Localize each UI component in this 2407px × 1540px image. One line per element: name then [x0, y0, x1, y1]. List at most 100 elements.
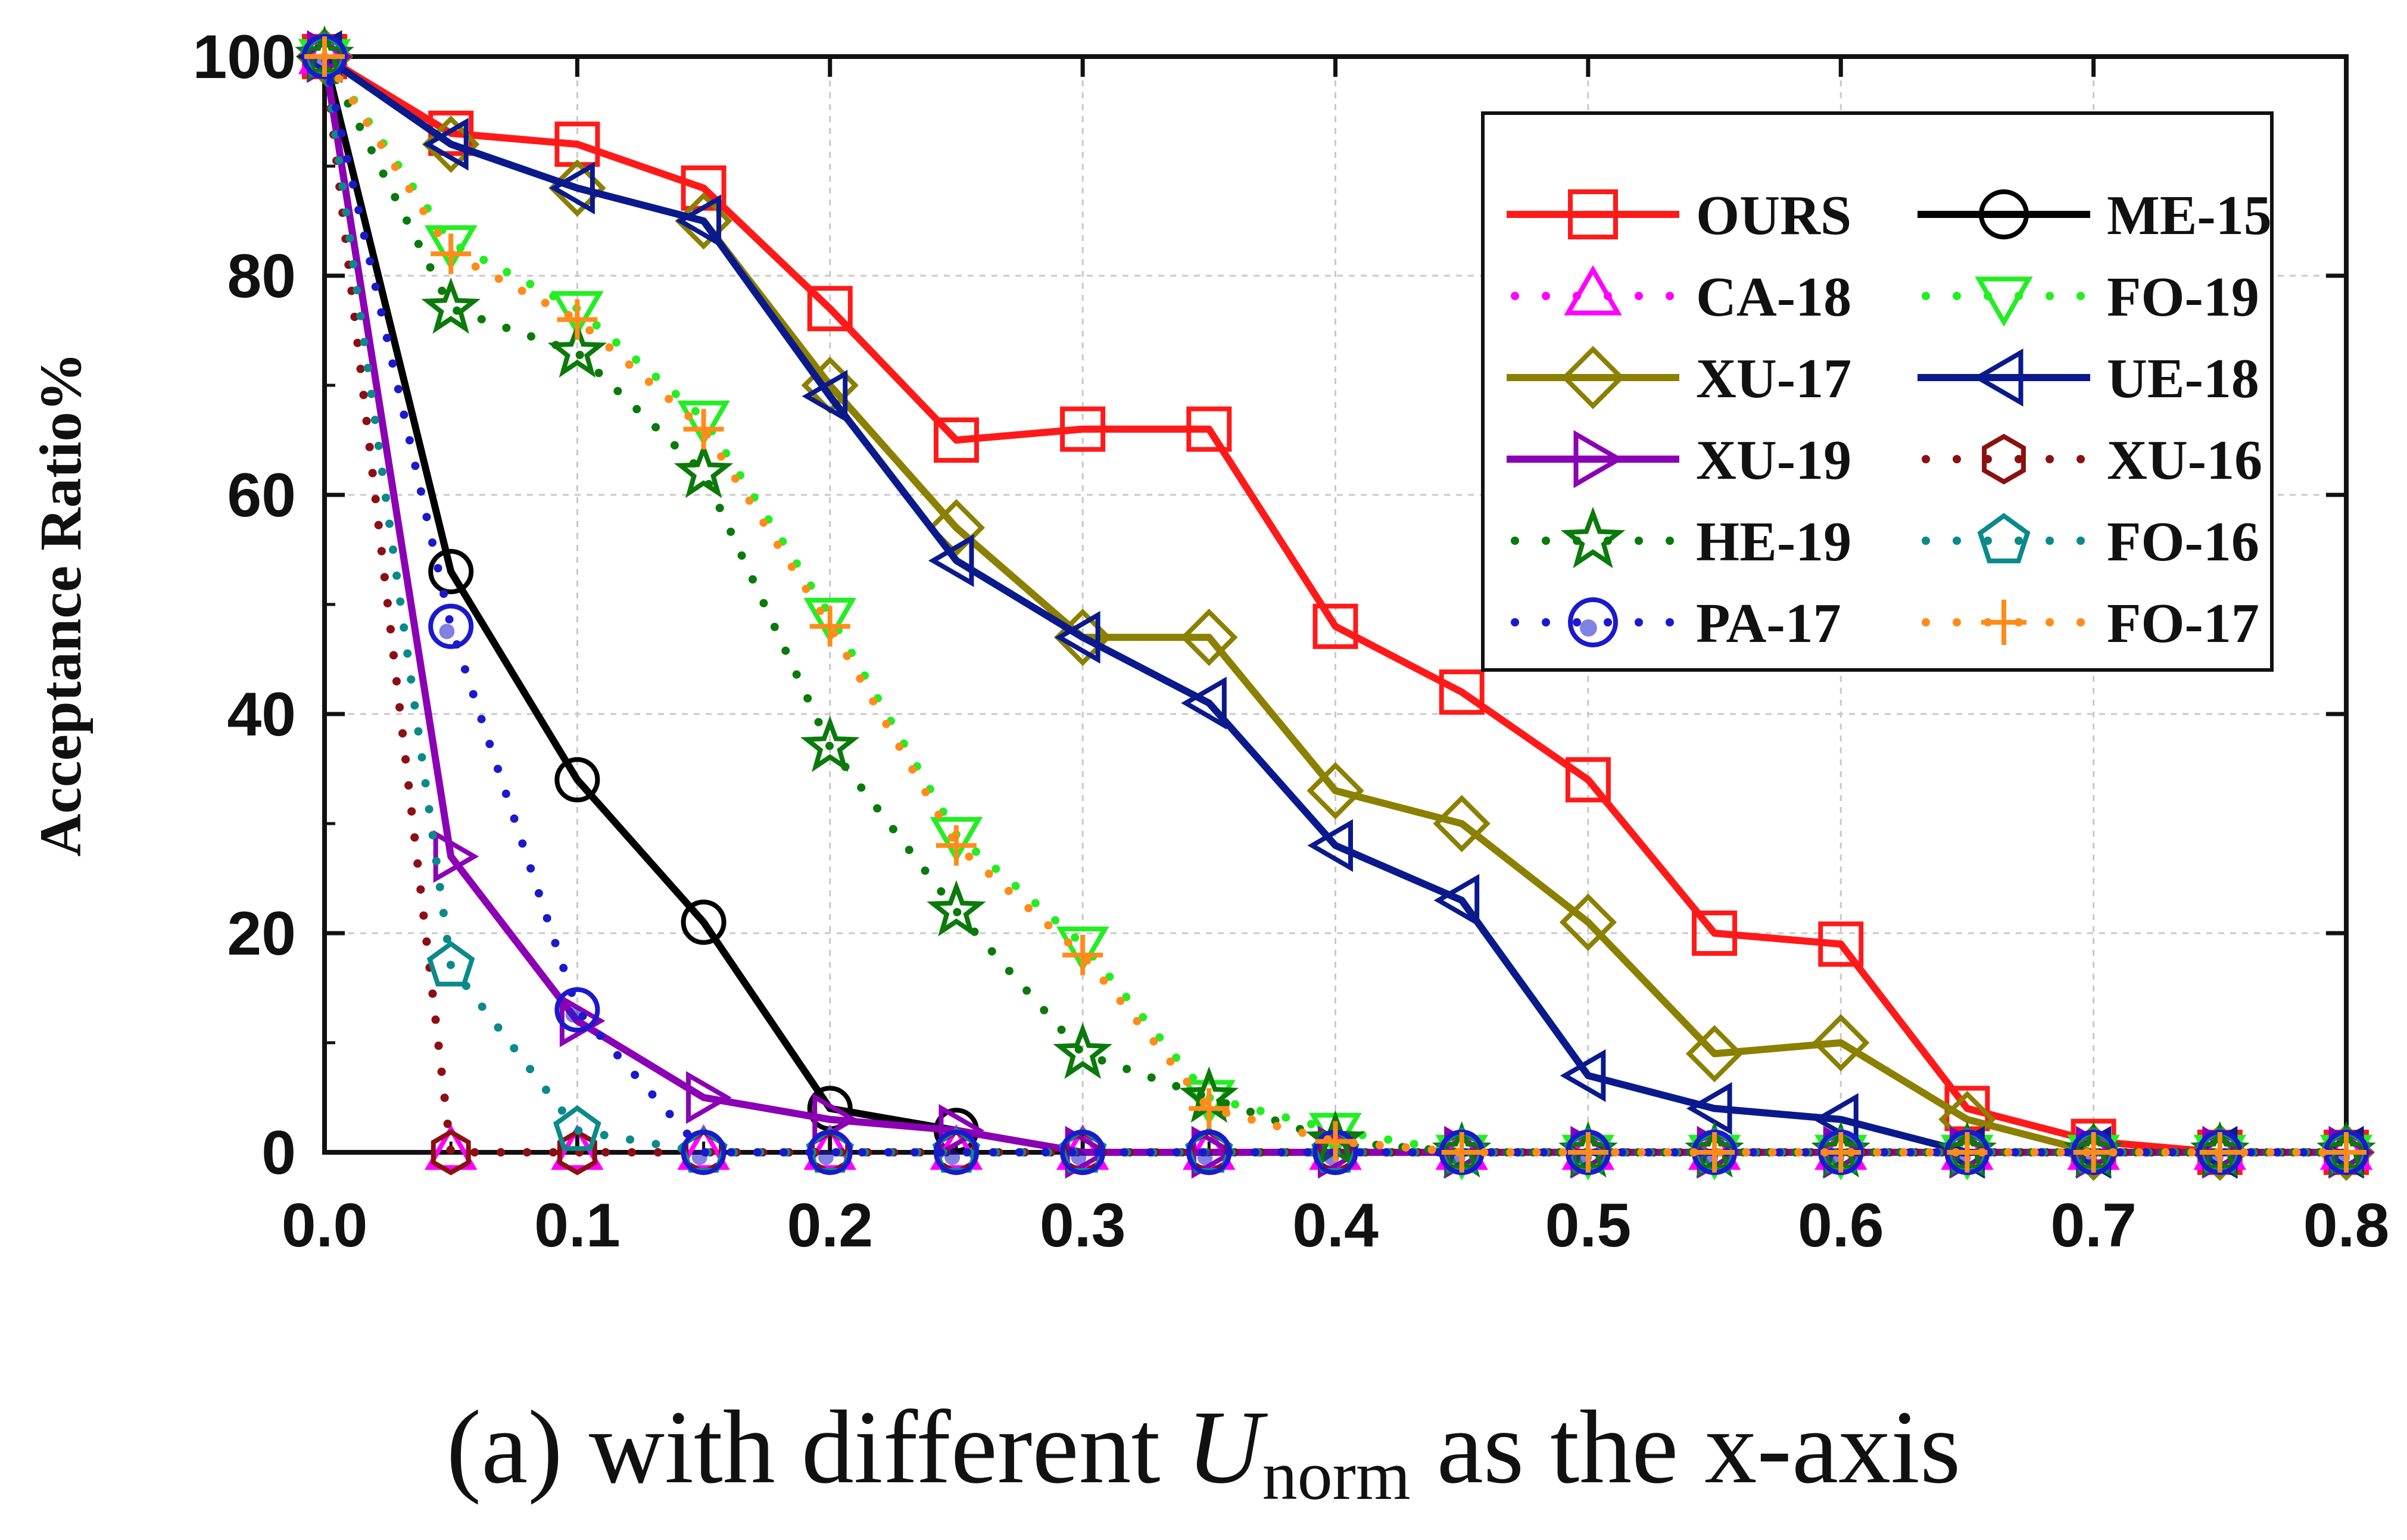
axes: 0.0 0.1 0.2 0.3 0.4 0.5 0.6 0.7 0.8 0 20 40 60 80 100 A… [27, 23, 2389, 1260]
point-ours [1439, 669, 1485, 715]
legend-marker-ue-18 [1973, 348, 2023, 407]
point-he-19 [927, 880, 986, 937]
point-he-19 [1053, 1022, 1112, 1079]
point-xu-17 [1559, 893, 1617, 951]
point-xu-17 [1812, 1014, 1870, 1072]
point-xu-17 [927, 499, 986, 557]
legend-label-fo-19: FO-19 [2107, 266, 2259, 328]
point-pa-17-fill [944, 1149, 961, 1165]
legend-marker-xu-16 [1982, 434, 2026, 485]
legend-label-me-15: ME-15 [2107, 185, 2272, 247]
legend-marker-fo-19 [1975, 276, 2033, 327]
legend-label-xu-16: XU-16 [2107, 429, 2262, 491]
point-he-19 [547, 321, 607, 378]
y-axis-title: Acceptance Ratio% [27, 353, 93, 857]
legend-label-xu-17: XU-17 [1696, 348, 1851, 410]
x-tick-label: 0.4 [1292, 1191, 1379, 1260]
point-ca-18 [424, 1124, 478, 1170]
legend-label-fo-16: FO-16 [2107, 511, 2259, 573]
legend-marker-pa-17-fill [1579, 619, 1597, 637]
point-pa-17-fill [818, 1149, 834, 1165]
point-ue-18 [802, 370, 848, 423]
point-pa-17-fill [1197, 1149, 1213, 1165]
point-ue-18 [1560, 1049, 1606, 1102]
point-pa-17 [554, 987, 600, 1033]
point-ca-18 [677, 1124, 730, 1170]
point-fo-19 [930, 816, 983, 863]
point-xu-17 [1180, 609, 1238, 666]
legend-item-xu-19: XU-19 [1507, 429, 1851, 491]
legend-item-pa-17: PA-17 [1511, 593, 1841, 654]
point-ours [1312, 603, 1358, 649]
legend-item-me-15: ME-15 [1918, 185, 2272, 247]
point-fo-19 [803, 597, 857, 644]
legend-marker-ours [1568, 189, 1618, 239]
x-tick-label: 0.0 [282, 1191, 368, 1260]
point-xu-19 [686, 1071, 732, 1124]
legend-item-fo-19: FO-19 [1922, 266, 2259, 328]
legend-label-pa-17: PA-17 [1696, 593, 1841, 654]
point-he-19 [674, 441, 734, 498]
legend-label-ours: OURS [1696, 185, 1851, 247]
point-ours [1692, 911, 1738, 956]
legend-item-he-19: HE-19 [1511, 506, 1851, 573]
series-line-fo-17 [320, 52, 2350, 1156]
legend-item-ca-18: CA-18 [1511, 265, 1851, 328]
point-pa-17-fill [1071, 1149, 1087, 1165]
legend: OURS ME-15 CA-18 FO-19 XU-17 UE-18 XU-19 XU-16 H… [1481, 111, 2274, 672]
point-fo-19 [677, 400, 730, 447]
caption-prefix: (a) with different [446, 1389, 1187, 1505]
legend-item-fo-16: FO-16 [1922, 511, 2259, 573]
point-me-15 [428, 548, 474, 594]
point-ue-18 [1181, 677, 1227, 730]
point-ue-18 [1307, 819, 1353, 872]
legend-label-xu-19: XU-19 [1696, 429, 1851, 491]
point-pa-17 [933, 1130, 979, 1175]
point-ue-18 [928, 534, 974, 587]
point-fo-16 [553, 1105, 601, 1151]
point-fo-19 [1056, 926, 1109, 972]
point-ue-18 [1686, 1082, 1732, 1135]
legend-label-ca-18: CA-18 [1696, 266, 1851, 328]
legend-label-he-19: HE-19 [1696, 511, 1851, 573]
series-fo-17 [304, 36, 2367, 1173]
point-ue-18 [1433, 874, 1480, 927]
point-pa-17 [1060, 1130, 1106, 1175]
point-xu-17 [1685, 1025, 1744, 1083]
point-he-19 [800, 715, 860, 772]
legend-item-fo-17: FO-17 [1922, 593, 2259, 654]
point-he-19 [421, 277, 481, 334]
y-tick-label: 0 [261, 1118, 296, 1187]
x-tick-label: 0.2 [787, 1191, 873, 1260]
legend-marker-ca-18 [1564, 265, 1622, 316]
point-pa-17 [428, 603, 474, 649]
point-ue-18 [1055, 610, 1100, 664]
point-xu-17 [1307, 762, 1364, 819]
point-ue-18 [549, 161, 595, 215]
legend-marker-pa-17 [1568, 597, 1618, 647]
legend-item-xu-17: XU-17 [1507, 345, 1851, 410]
point-ours [933, 417, 979, 463]
caption-variable: U [1186, 1389, 1262, 1505]
legend-marker-xu-17 [1561, 345, 1625, 410]
point-me-15 [554, 757, 600, 803]
point-pa-17 [807, 1130, 853, 1175]
legend-label-fo-17: FO-17 [2107, 593, 2259, 654]
point-ue-18 [423, 117, 469, 171]
y-tick-label: 80 [227, 242, 296, 311]
legend-item-ours: OURS [1507, 185, 1851, 247]
x-tick-label: 0.5 [1545, 1191, 1632, 1260]
y-tick-label: 60 [227, 461, 296, 530]
point-pa-17 [1186, 1130, 1232, 1175]
legend-label-ue-18: UE-18 [2107, 348, 2259, 410]
point-xu-17 [1433, 794, 1491, 853]
point-ours [1186, 406, 1232, 452]
point-pa-17 [681, 1130, 727, 1175]
x-tick-label: 0.7 [2050, 1191, 2137, 1260]
legend-marker-me-15 [1979, 189, 2029, 239]
point-fo-16 [426, 940, 475, 987]
caption-subscript: norm [1262, 1436, 1411, 1514]
series-layer [295, 25, 2376, 1182]
point-ours [1818, 921, 1864, 967]
